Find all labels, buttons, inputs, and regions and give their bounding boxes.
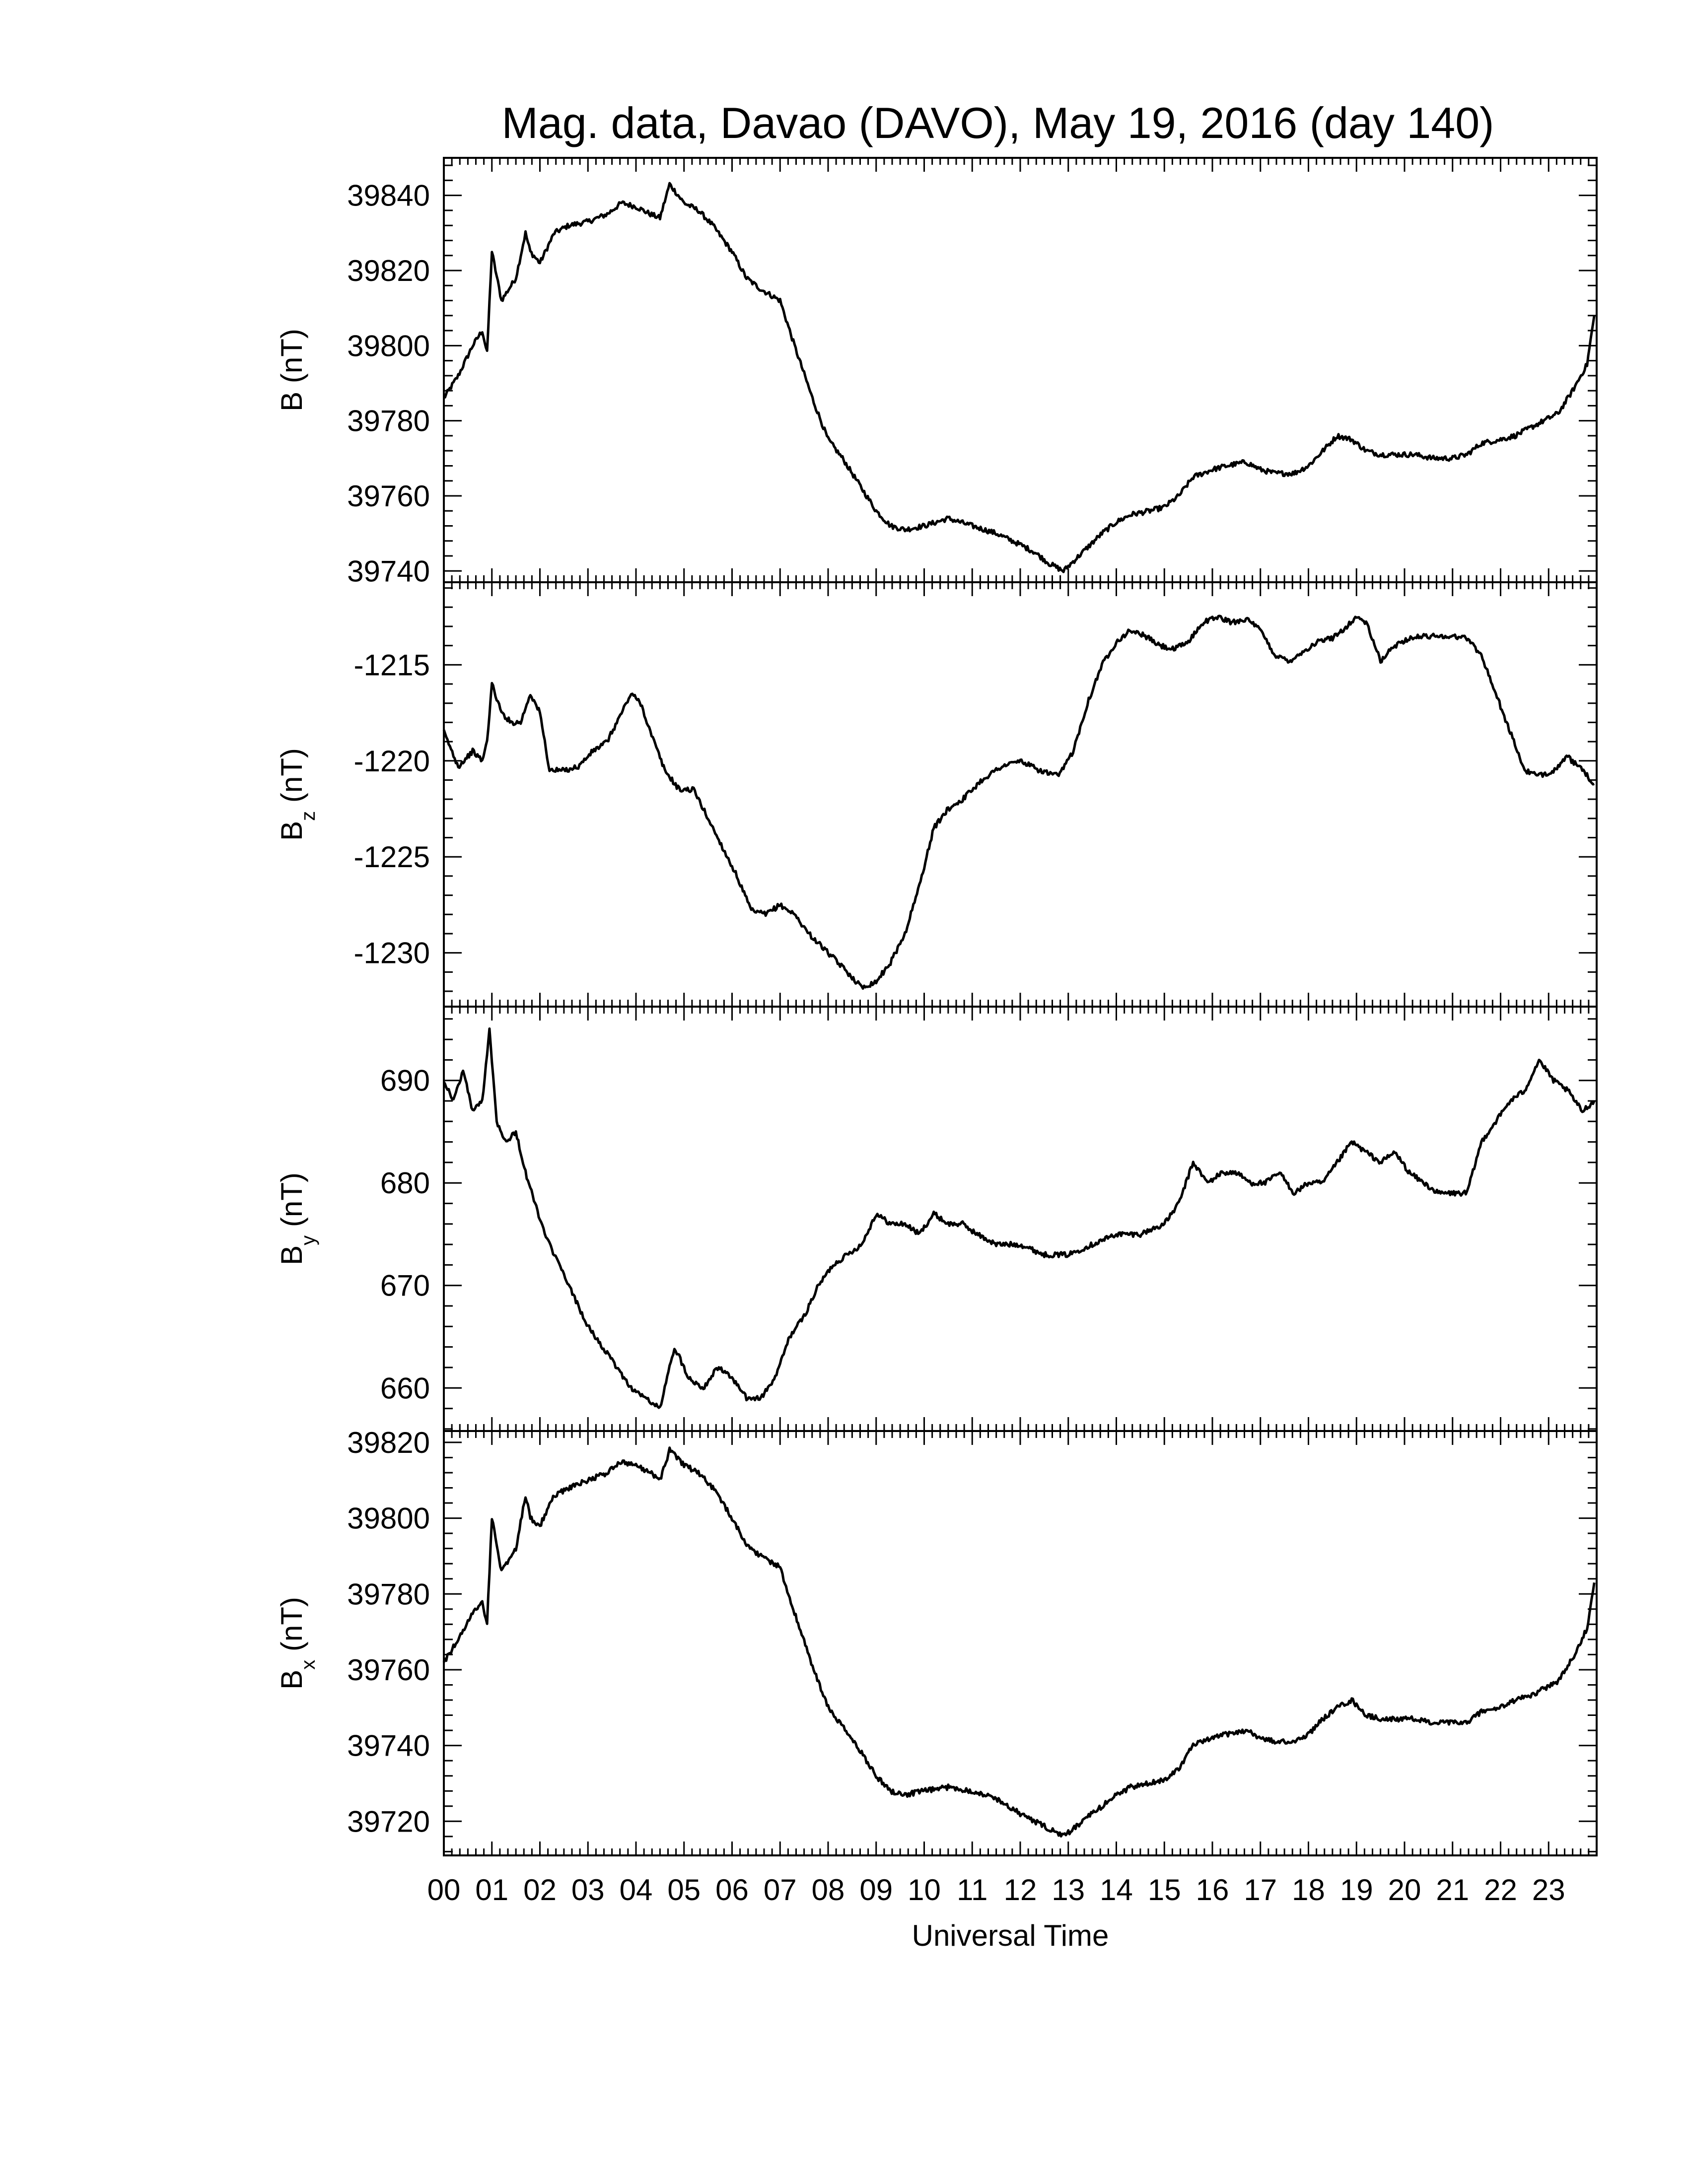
series-line-bz bbox=[442, 614, 1595, 990]
x-tick-label: 12 bbox=[1004, 1873, 1037, 1907]
plot-frame-b-total bbox=[443, 157, 1598, 583]
x-tick-label: 04 bbox=[620, 1873, 653, 1907]
x-tick-label: 17 bbox=[1244, 1873, 1277, 1907]
y-tick-label: -1230 bbox=[354, 937, 430, 970]
x-tick-label: 15 bbox=[1148, 1873, 1181, 1907]
x-tick-label: 22 bbox=[1484, 1873, 1517, 1907]
panels-group: 39740 39760 39780 39800 39820 39840 B (nT) -123… bbox=[275, 157, 1598, 1856]
y-tick-label: 39740 bbox=[347, 1729, 430, 1763]
y-tick-label: 39800 bbox=[347, 1502, 430, 1535]
y-tick-label: 39800 bbox=[347, 329, 430, 362]
y-tick-label: 39820 bbox=[347, 254, 430, 287]
x-tick-label: 02 bbox=[523, 1873, 557, 1907]
y-axis-label-bx: Bx (nT) bbox=[275, 1597, 319, 1690]
x-tick-label: 13 bbox=[1052, 1873, 1085, 1907]
x-tick-labels: 00 01 02 03 04 05 06 07 08 09 10 11 12 13 14 15 16 17 18 19… bbox=[427, 1873, 1565, 1907]
x-tick-label: 16 bbox=[1196, 1873, 1229, 1907]
y-tick-label: -1220 bbox=[354, 745, 430, 778]
x-tick-label: 03 bbox=[571, 1873, 605, 1907]
y-tick-label: 39720 bbox=[347, 1805, 430, 1838]
x-tick-label: 14 bbox=[1100, 1873, 1133, 1907]
y-tick-label: 39780 bbox=[347, 405, 430, 438]
panel-b-total: 39740 39760 39780 39800 39820 39840 B (nT) bbox=[275, 157, 1598, 588]
x-tick-label: 10 bbox=[908, 1873, 941, 1907]
x-tick-label: 06 bbox=[715, 1873, 749, 1907]
x-tick-label: 00 bbox=[427, 1873, 461, 1907]
y-tick-label: -1225 bbox=[354, 840, 430, 874]
x-tick-label: 09 bbox=[859, 1873, 893, 1907]
panel-bz: -1230 -1225 -1220 -1215 Bz (nT) bbox=[275, 581, 1598, 1008]
x-tick-label: 20 bbox=[1388, 1873, 1421, 1907]
x-tick-label: 05 bbox=[667, 1873, 701, 1907]
plot-frame-bx bbox=[443, 1430, 1598, 1856]
y-tick-label: 690 bbox=[380, 1064, 430, 1097]
plot-frame-bz bbox=[443, 581, 1598, 1008]
y-tick-label: 670 bbox=[380, 1269, 430, 1302]
y-axis-label-bz: Bz (nT) bbox=[275, 748, 319, 841]
y-tick-label: 660 bbox=[380, 1371, 430, 1405]
x-tick-label: 23 bbox=[1532, 1873, 1565, 1907]
y-axis-label-by: By (nT) bbox=[275, 1172, 319, 1265]
series-line-bx bbox=[442, 1446, 1596, 1838]
series-line-b-total bbox=[443, 182, 1596, 573]
panel-by: 660 670 680 690 By (nT) bbox=[275, 1006, 1598, 1432]
x-tick-label: 19 bbox=[1340, 1873, 1373, 1907]
x-tick-label: 18 bbox=[1292, 1873, 1325, 1907]
x-axis-label: Universal Time bbox=[912, 1919, 1109, 1952]
y-axis-label-b-total: B (nT) bbox=[275, 329, 308, 411]
y-tick-label: 39760 bbox=[347, 1653, 430, 1687]
y-tick-label: -1215 bbox=[354, 648, 430, 682]
x-tick-label: 08 bbox=[812, 1873, 845, 1907]
panel-bx: 39720 39740 39760 39780 39800 39820 Bx (nT) bbox=[275, 1426, 1598, 1856]
x-tick-label: 01 bbox=[475, 1873, 508, 1907]
y-tick-label: 680 bbox=[380, 1166, 430, 1200]
y-tick-label: 39740 bbox=[347, 554, 430, 588]
series-line-by bbox=[442, 1027, 1596, 1409]
x-tick-label: 07 bbox=[764, 1873, 797, 1907]
y-tick-label: 39840 bbox=[347, 179, 430, 212]
y-tick-label: 39820 bbox=[347, 1426, 430, 1459]
figure-title: Mag. data, Davao (DAVO), May 19, 2016 (d… bbox=[502, 98, 1494, 147]
x-tick-label: 21 bbox=[1436, 1873, 1469, 1907]
y-tick-label: 39760 bbox=[347, 479, 430, 513]
x-tick-label: 11 bbox=[957, 1873, 987, 1907]
y-tick-label: 39780 bbox=[347, 1577, 430, 1611]
